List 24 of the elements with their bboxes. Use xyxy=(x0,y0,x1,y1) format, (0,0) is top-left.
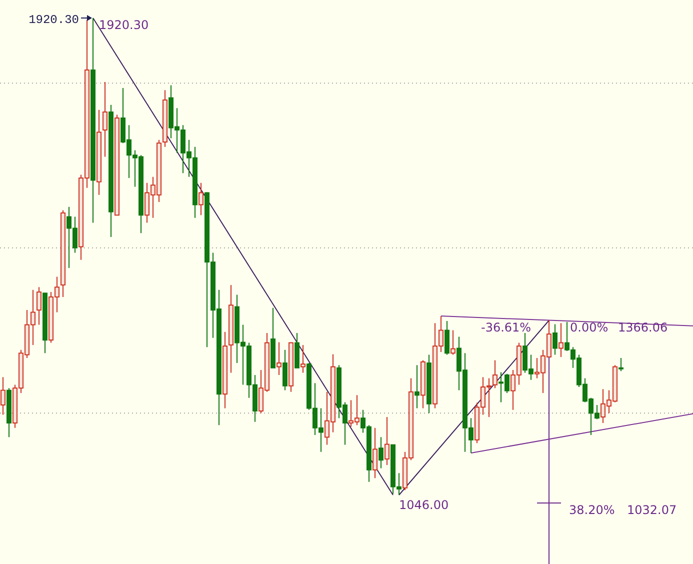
text: 1032.07 xyxy=(627,503,677,517)
candlestick xyxy=(414,364,420,409)
candlestick xyxy=(372,427,378,479)
candlestick xyxy=(450,330,456,356)
candlestick xyxy=(384,416,390,466)
candlestick xyxy=(300,344,306,374)
candlestick xyxy=(102,81,108,158)
candlestick xyxy=(444,320,450,356)
candlestick xyxy=(0,376,6,416)
candlestick xyxy=(282,349,288,391)
annotation: 1366.06 xyxy=(618,320,668,334)
text: 38.20% xyxy=(569,503,615,517)
candlestick xyxy=(198,182,204,216)
annotation: 0.00% xyxy=(570,320,608,334)
candlestick xyxy=(552,324,558,356)
annotation: 1920.30 xyxy=(28,13,79,27)
candlestick xyxy=(276,342,282,376)
candlestick xyxy=(558,322,564,358)
candlestick xyxy=(36,286,42,326)
annotation: 1920.30 xyxy=(99,18,149,32)
annotation: -36.61% xyxy=(481,320,532,334)
text: 1046.00 xyxy=(399,498,449,512)
candlestick xyxy=(378,436,384,469)
candlestick xyxy=(492,360,498,389)
